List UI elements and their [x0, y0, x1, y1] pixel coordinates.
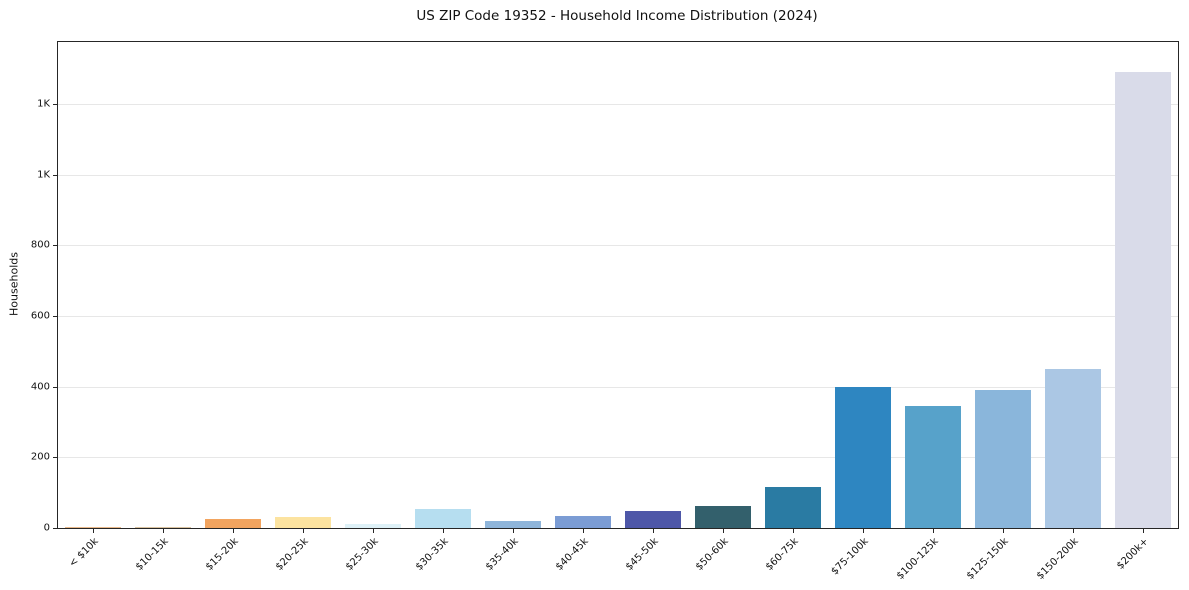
x-tick-mark — [863, 528, 864, 533]
y-axis-label: Households — [7, 252, 21, 316]
gridline — [58, 104, 1178, 105]
y-tick-mark — [53, 175, 58, 176]
y-tick-mark — [53, 316, 58, 317]
gridline — [58, 387, 1178, 388]
y-tick-label: 1K — [37, 169, 50, 181]
x-tick-mark — [443, 528, 444, 533]
bar — [975, 390, 1031, 528]
bar — [835, 387, 891, 528]
bar — [345, 524, 401, 528]
bar — [205, 519, 261, 528]
y-tick-label: 1K — [37, 98, 50, 110]
y-tick-label: 600 — [30, 310, 50, 322]
gridline — [58, 316, 1178, 317]
x-tick-mark — [793, 528, 794, 533]
y-tick-label: 800 — [30, 239, 50, 251]
bar — [135, 527, 191, 528]
x-tick-mark — [1003, 528, 1004, 533]
x-tick-mark — [723, 528, 724, 533]
plot-area: 0 200 400 600 800 1K 1K < $10k $10-15k $15-20k $20… — [31, 41, 1179, 582]
x-tick-mark — [933, 528, 934, 533]
x-tick-mark — [1143, 528, 1144, 533]
x-tick-label: < $10k — [67, 536, 101, 570]
y-tick-mark — [53, 104, 58, 105]
bar — [415, 509, 471, 528]
bar — [765, 487, 821, 528]
gridline — [58, 245, 1178, 246]
y-tick-label: 200 — [30, 451, 50, 463]
gridline — [58, 457, 1178, 458]
x-tick-mark — [653, 528, 654, 533]
bar — [555, 516, 611, 528]
bar — [485, 521, 541, 528]
x-tick-mark — [373, 528, 374, 533]
x-tick-mark — [303, 528, 304, 533]
y-tick-mark — [53, 387, 58, 388]
bar — [625, 511, 681, 528]
x-tick-mark — [163, 528, 164, 533]
y-tick-label: 0 — [43, 522, 50, 534]
bar — [695, 506, 751, 528]
x-tick-mark — [93, 528, 94, 533]
y-tick-label: 400 — [30, 381, 50, 393]
bar — [905, 406, 961, 528]
x-tick-mark — [233, 528, 234, 533]
y-tick-mark — [53, 528, 58, 529]
bar — [65, 527, 121, 528]
x-tick-mark — [513, 528, 514, 533]
x-tick-mark — [583, 528, 584, 533]
bar — [275, 517, 331, 528]
x-tick-mark — [1073, 528, 1074, 533]
gridline — [58, 175, 1178, 176]
y-tick-mark — [53, 457, 58, 458]
chart-title: US ZIP Code 19352 - Household Income Dis… — [416, 8, 818, 24]
bar — [1045, 369, 1101, 528]
y-tick-mark — [53, 245, 58, 246]
bar — [1115, 72, 1171, 528]
